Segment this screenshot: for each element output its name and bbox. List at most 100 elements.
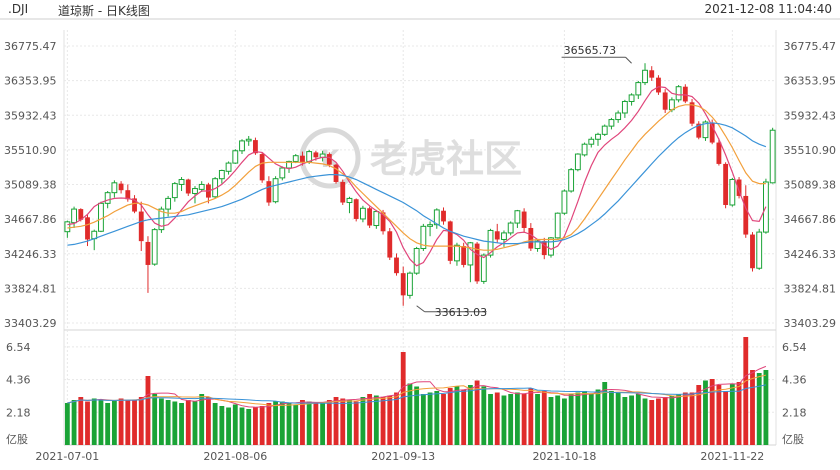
ma10-line [67,104,766,251]
candle [232,149,239,164]
candle [178,177,185,192]
candle [192,186,198,204]
chart-title: 道琼斯 - 日K线图 [58,4,150,18]
candle [763,178,769,234]
candle-body [474,243,480,282]
candle-body [548,237,554,256]
price-tick-label-left: 35510.90 [4,144,57,157]
volume-ma20-line [67,384,766,404]
candle-body [608,119,615,127]
candle [394,253,399,276]
candle [145,236,151,293]
candle-body [340,181,346,203]
volume-bar [595,389,601,445]
candle-body [743,195,749,235]
volume-bar [232,404,238,445]
candle [427,221,433,237]
volume-bar [756,373,762,445]
candle-body [171,183,178,199]
candle [71,206,77,228]
candle [474,241,480,284]
volume-bar [535,394,540,445]
candle [373,209,380,229]
candle-body [145,241,151,265]
candle [689,99,695,127]
candle-body [85,217,90,240]
volume-bar [98,400,104,445]
volume-bar [105,403,111,445]
candle-body [447,221,453,261]
candle-body [534,240,541,250]
volume-bar [682,392,688,445]
volume-bar [71,400,77,445]
volume-bar [555,395,561,445]
volume-bar [649,400,655,445]
candle-body [198,183,205,190]
candle-body [313,152,319,158]
candle [621,99,628,118]
volume-bar [548,397,554,445]
volume-bar [64,403,70,445]
volume-bar [286,403,292,445]
candle [272,176,279,204]
candle [64,220,71,238]
candle-body [628,94,635,102]
volume-bars [64,337,769,445]
volume-bar [656,398,661,445]
annotation-high-label: 36565.73 [564,44,617,57]
annotations: 36565.73 33613.03 [416,44,632,319]
volume-bar [723,391,729,445]
volume-bar [508,394,514,445]
volume-bar [447,388,453,445]
candle-body [528,227,534,249]
volume-bar [172,401,178,445]
price-tick-label-right: 34667.86 [784,213,837,226]
candle-body [333,164,339,182]
volume-bar [158,398,164,445]
candle-body [326,154,332,165]
candle-body [568,169,575,192]
price-tick-label-left: 36775.47 [4,40,57,53]
annotation-leader [416,305,425,313]
candle-body [729,179,736,206]
ma20-line [67,122,767,246]
volume-bar [226,407,231,445]
price-tick-label-left: 33824.81 [4,282,57,295]
candle [171,181,178,202]
candle [433,208,440,229]
candle-body [507,222,514,234]
axis-labels: 36775.47 36775.47 36353.95 36353.95 35932.43… [4,40,836,463]
volume-bar [521,394,527,445]
price-tick-label-left: 34246.33 [4,248,57,261]
candle [413,246,420,275]
candle [635,80,642,100]
price-tick-label-left: 33403.29 [4,317,57,330]
volume-bar [118,398,124,445]
volume-bar [736,382,742,445]
volume-bar [85,401,90,445]
volume-bar [279,401,285,445]
candle-body [709,122,715,143]
candle-body [64,221,71,233]
candle-body [373,211,380,227]
candle [380,209,386,235]
candle [185,178,191,196]
candles [64,63,776,306]
candle-body [132,198,137,212]
candle-body [192,188,198,194]
candle-body [581,143,588,156]
volume-bar [78,397,84,445]
candle-body [239,140,245,152]
volume-bar [333,397,339,445]
candle-body [286,160,292,169]
candle [696,121,702,140]
candle [601,124,608,136]
volume-tick-label-left: 2.18 [6,406,31,419]
volume-bar [367,394,373,445]
volume-bar [320,403,326,445]
candle [218,169,225,184]
candle-body [367,208,373,226]
volume-bar [676,394,682,445]
volume-bar [662,397,668,445]
price-tick-label-right: 35089.38 [784,179,837,192]
